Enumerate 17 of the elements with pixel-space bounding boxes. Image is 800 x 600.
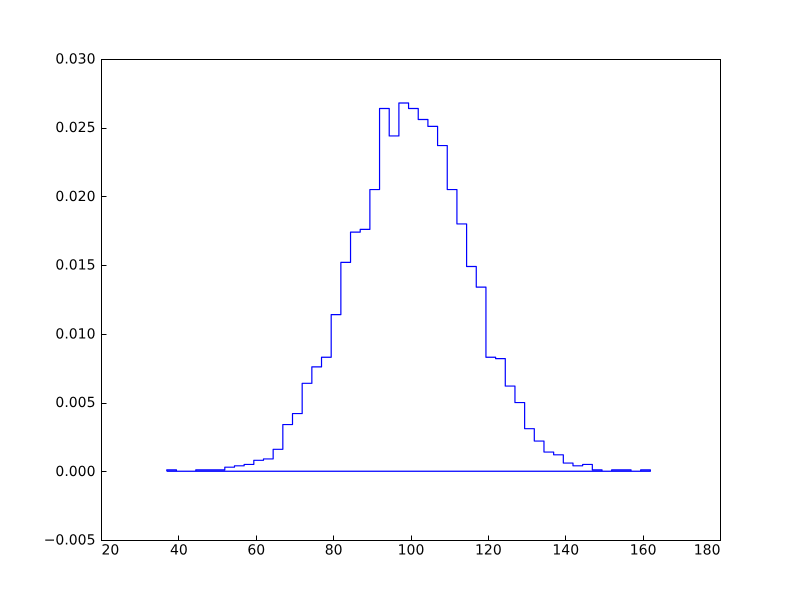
x-tick-label: 160 bbox=[630, 542, 656, 558]
y-tick-label: 0.020 bbox=[55, 188, 96, 205]
y-tick-label: 0.000 bbox=[55, 464, 96, 480]
y-tick-label: 0.005 bbox=[55, 395, 96, 412]
x-tick-label: 120 bbox=[475, 542, 502, 558]
x-tick-label: 60 bbox=[247, 542, 266, 558]
y-tick-label: 0.030 bbox=[55, 52, 96, 68]
y-tick-label: 0.015 bbox=[55, 258, 96, 274]
y-tick-label: 0.025 bbox=[55, 120, 96, 136]
x-tick-label: 20 bbox=[102, 542, 120, 558]
y-tick-label: 0.010 bbox=[55, 326, 96, 342]
x-tick-label: 100 bbox=[398, 542, 424, 558]
x-tick-label: 80 bbox=[324, 542, 343, 558]
x-tick-label: 180 bbox=[694, 542, 720, 558]
x-tick-label: 40 bbox=[170, 542, 188, 558]
x-tick-label: 140 bbox=[552, 542, 580, 558]
y-tick-label: −0.005 bbox=[44, 532, 96, 548]
